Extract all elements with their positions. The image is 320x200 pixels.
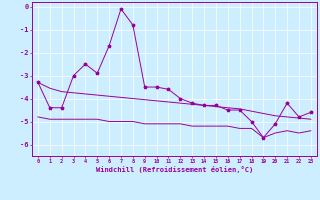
X-axis label: Windchill (Refroidissement éolien,°C): Windchill (Refroidissement éolien,°C) <box>96 166 253 173</box>
